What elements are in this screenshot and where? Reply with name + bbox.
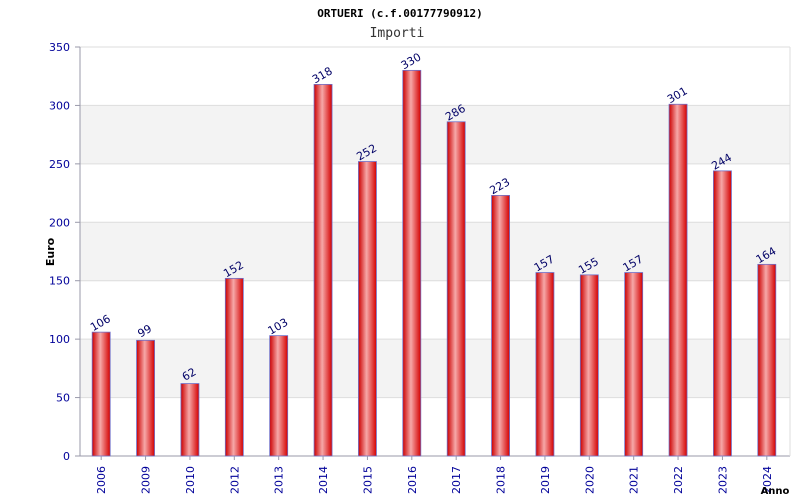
data-label: 330	[399, 50, 424, 72]
x-tick-label: 2017	[450, 466, 463, 494]
x-tick-label: 2013	[273, 466, 286, 494]
y-tick-label: 50	[56, 392, 70, 405]
bar	[269, 335, 289, 457]
bar	[535, 272, 555, 457]
data-label: 318	[310, 64, 335, 86]
y-axis-label: Euro	[44, 237, 57, 266]
bar	[180, 383, 200, 457]
x-axis-label: Anno	[761, 486, 790, 497]
bar	[224, 277, 244, 457]
x-tick-label: 2012	[228, 466, 241, 494]
data-label: 103	[266, 316, 291, 338]
x-tick-label: 2010	[184, 466, 197, 494]
x-tick-label: 2009	[140, 466, 153, 494]
data-label: 106	[88, 312, 113, 334]
bar	[757, 263, 777, 457]
bar	[668, 103, 688, 457]
y-tick-label: 0	[63, 450, 70, 463]
bar	[91, 331, 111, 457]
x-tick-label: 2020	[583, 466, 596, 494]
x-tick-label: 2018	[495, 466, 508, 494]
y-tick-label: 300	[49, 99, 70, 112]
x-tick-label: 2016	[406, 466, 419, 494]
bar	[713, 170, 732, 457]
y-tick-label: 250	[49, 158, 70, 171]
bar	[624, 272, 644, 457]
data-label: 62	[180, 365, 199, 383]
x-tick-label: 2022	[672, 466, 685, 494]
y-tick-labels: 0 50 100 150 200 250 300 350	[49, 41, 80, 463]
bar	[358, 161, 377, 457]
y-tick-label: 100	[49, 333, 70, 346]
chart-subtitle: Importi	[370, 26, 425, 41]
bar	[402, 69, 422, 457]
data-label: 223	[487, 175, 512, 197]
x-tick-labels: 2006 2009 2010 2012 2013 2014 2015 2016 2017 2018…	[95, 456, 774, 494]
bar	[491, 195, 510, 457]
x-tick-label: 2019	[539, 466, 552, 494]
y-tick-label: 150	[49, 275, 70, 288]
bar	[136, 339, 155, 457]
x-tick-label: 2014	[317, 466, 330, 494]
bar	[446, 121, 466, 457]
x-tick-label: 2021	[628, 466, 641, 494]
x-tick-label: 2024	[761, 466, 774, 494]
chart-title: ORTUERI (c.f.00177790912)	[317, 7, 483, 20]
x-tick-label: 2006	[95, 466, 108, 494]
y-tick-label: 350	[49, 41, 70, 54]
x-tick-label: 2023	[716, 466, 729, 494]
data-label: 99	[136, 322, 155, 340]
x-tick-label: 2015	[361, 466, 374, 494]
y-tick-label: 200	[49, 216, 70, 229]
bar	[579, 274, 599, 457]
bar	[313, 83, 333, 457]
data-label: 301	[665, 84, 690, 106]
